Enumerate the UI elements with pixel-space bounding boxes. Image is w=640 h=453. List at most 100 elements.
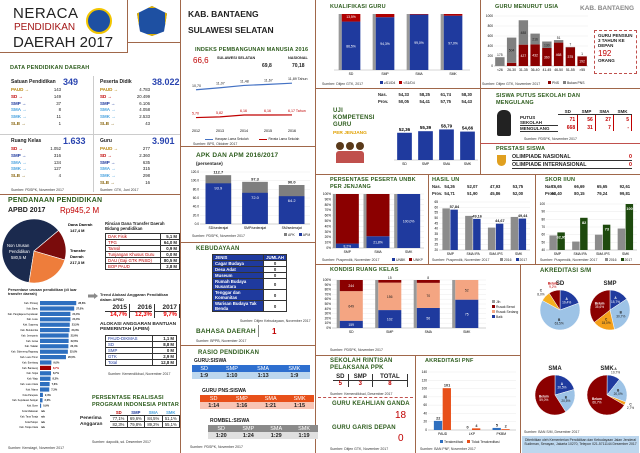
table-row: Anggaran 82,3% 79,8% 89,2% 55,1% xyxy=(80,421,181,428)
keahlian-title: GURU KEAHLIAN GANDA xyxy=(332,401,410,407)
slice-label: Belum xyxy=(592,397,602,401)
y-tick-label: 600 xyxy=(488,34,494,38)
pip-table: SD SMP SMA SMK Penerima 77,1% 69,6% 84,5% 51,1% A… xyxy=(80,410,181,428)
stat-row: SMA → 315 xyxy=(100,166,150,173)
legend-label: Tidak Terakreditasi xyxy=(471,440,500,444)
trend-title: Trend Alokasi Anggaran Pendidikan dalam … xyxy=(100,292,169,302)
region-value: 7,6% xyxy=(52,382,59,386)
prestasi-value: 0 xyxy=(629,154,632,160)
x-tick-label: SMP xyxy=(447,252,455,256)
bantaeng-logo xyxy=(137,6,167,36)
rincian-title: Rincian Dana Transfer Daerah Bidang pend… xyxy=(105,221,165,231)
ipm-prov-label: SULAWESI SELATAN xyxy=(217,56,256,60)
x-tick-label: SMA IPS xyxy=(489,252,503,256)
x-tick-label: 46-50 xyxy=(554,68,563,72)
divider xyxy=(315,355,520,356)
bar-label: 90.0 xyxy=(288,180,297,185)
x-tick-label: <26 xyxy=(497,68,503,72)
benchmark-value: 66,69 xyxy=(574,184,585,189)
y-tick-label: 0 xyxy=(491,64,493,68)
source: Sumber: BAN S/M, Desember 2017 xyxy=(524,430,580,434)
bar-side xyxy=(363,194,367,248)
y-tick-label: 70 xyxy=(541,225,545,229)
stat-key: PAUD → xyxy=(100,87,119,92)
stat-value: 149 xyxy=(53,93,61,99)
divider xyxy=(0,194,180,195)
stat-row: SD → 2.360 xyxy=(100,153,150,160)
bar-unkp xyxy=(366,194,390,237)
divider xyxy=(180,146,315,147)
legend-label: Terakreditasi xyxy=(444,440,464,444)
usia-title: GURU MENURUT USIA xyxy=(495,4,559,10)
y-tick-label: 40.0 xyxy=(193,205,199,209)
ppk-title: SEKOLAH RINTISAN PELAKSANA PPK xyxy=(330,358,393,371)
row-label: Nas. xyxy=(545,184,554,189)
y-tick-label: 0% xyxy=(326,246,331,250)
source: Sumber: Ditjen GTK, November 2017 xyxy=(330,447,389,451)
y-tick-label: 70% xyxy=(325,292,332,296)
legend-swatch xyxy=(492,305,495,308)
region-value: n/a xyxy=(41,420,45,424)
slice-value: 15,7% xyxy=(611,300,620,304)
cell: 77,1% xyxy=(110,415,128,422)
kebudayaan-table: JENIS JUMLAH Cagar Budaya 0 Desa Adat 0 Museum… xyxy=(211,254,287,312)
stat-row: SMK → 127 xyxy=(11,166,61,173)
x-tick-label: 2012 xyxy=(192,129,200,133)
bar-unbk xyxy=(397,194,421,248)
y-tick-label: 100 xyxy=(540,202,546,206)
source: Sumber: PDSPK, November 2017 xyxy=(11,188,64,192)
header-cell: SMA xyxy=(257,365,270,372)
bar-label: 100,0% xyxy=(403,220,415,224)
legend-swatch xyxy=(492,310,495,313)
pie-title: SMP xyxy=(603,281,617,287)
region-value: n/a xyxy=(41,409,45,413)
y-tick-label: 10% xyxy=(325,321,332,325)
x-tick-label: SMP xyxy=(554,252,562,256)
y-tick-label: 30% xyxy=(325,230,332,234)
bar-bukan-pns xyxy=(506,37,517,63)
region-value: 24,0% xyxy=(72,317,80,321)
header-cell: SMP xyxy=(127,410,145,416)
y-tick-label: 80% xyxy=(325,203,332,207)
prestasi-label: OLIMPIADE INTERNASIONAL xyxy=(512,162,587,168)
legend-item: APM xyxy=(298,233,310,237)
y-tick-label: 50% xyxy=(325,219,332,223)
bar-rusak-sedang xyxy=(339,291,363,321)
header-cell: SMK xyxy=(162,410,180,416)
y-tick-label: 55 xyxy=(434,211,438,215)
legend: Harapan Lama Sekolah Rerata Lama Sekolah xyxy=(205,137,299,141)
row-value: 2,8 M xyxy=(159,263,181,270)
header-cell: SD xyxy=(209,395,218,402)
region-bar xyxy=(40,328,70,333)
slice-value: 35,6% xyxy=(595,305,604,309)
bar--s1-d4 xyxy=(341,21,361,70)
cell: 668 xyxy=(558,125,579,131)
benchmark-value: 50,05 xyxy=(398,99,409,104)
legend-item: PNS xyxy=(548,81,559,85)
divider xyxy=(0,134,180,135)
x-tick-label: SMA IPS xyxy=(596,252,610,256)
bar-2017 xyxy=(580,217,588,250)
x-tick-label: SD/sederajat xyxy=(209,226,229,230)
header-cell: SD xyxy=(558,109,578,115)
bar-2016 xyxy=(549,235,557,250)
legend-swatch xyxy=(298,233,302,236)
x-tick-label: SMP xyxy=(386,330,394,334)
region-label: Kab. Soppeng xyxy=(23,324,39,327)
iiun-chart: 40 50 60 70 80 90 100 SMP 62,95 SMA IPA 82 SMA IPS 7… xyxy=(540,202,637,256)
region-value: 22,6% xyxy=(71,339,79,343)
trend-cell: 2017 9,7% xyxy=(155,304,180,318)
x-tick-label: 2015 xyxy=(264,129,272,133)
region-bar xyxy=(40,349,68,354)
slice-value: 18,0% xyxy=(602,321,611,325)
y-tick-label: 20 xyxy=(423,420,427,424)
header-cell: SMP xyxy=(235,395,248,402)
region-value: 9,0% xyxy=(53,360,60,364)
bar-unkp xyxy=(335,194,359,244)
bar-bukan-pns xyxy=(518,20,529,45)
x-tick-label: SMP/sederajat xyxy=(244,226,266,230)
y-tick-label: 60 xyxy=(434,205,438,209)
row-label: Nas. xyxy=(432,184,441,189)
ipm-line-chart: 10,70 11,07 11,48 11,67 11,89 Tahun 5,70 5,82 6… xyxy=(192,77,307,133)
